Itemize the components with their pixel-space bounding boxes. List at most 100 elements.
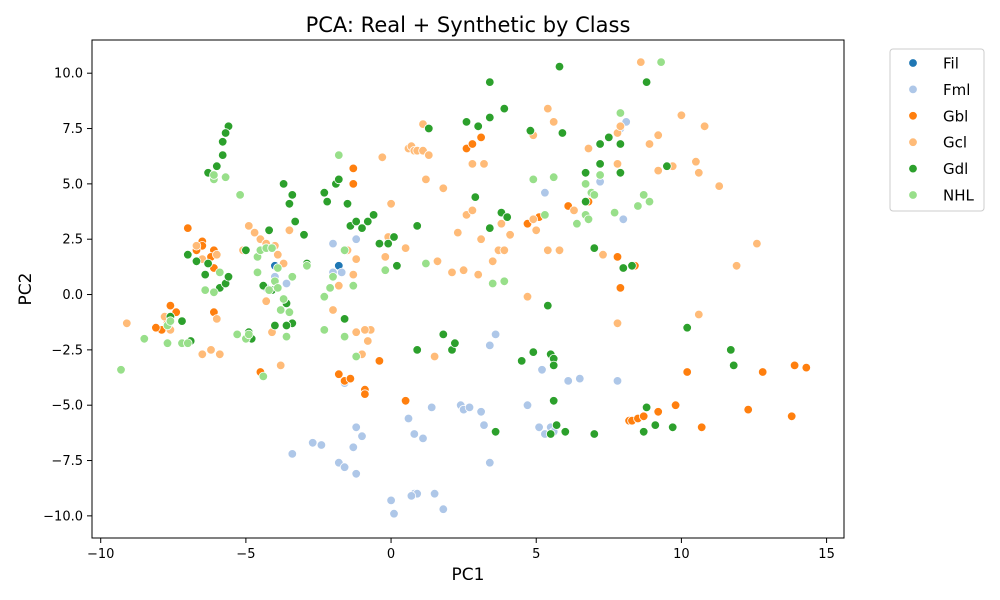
point-gdl-59 [502, 212, 512, 222]
point-nhl-38 [319, 325, 330, 335]
series-gdl [165, 61, 739, 439]
legend-label: Gcl [943, 134, 967, 152]
point-gcl-51 [473, 269, 483, 280]
point-fml-44 [537, 365, 547, 375]
x-tick-label: −5 [236, 547, 255, 562]
point-gbl-20 [400, 396, 411, 406]
point-gcl-61 [429, 351, 440, 362]
point-gcl-77 [636, 57, 646, 67]
legend-marker [908, 111, 918, 121]
points-layer [116, 57, 812, 519]
point-nhl-34 [339, 245, 350, 256]
y-axis-label: PC2 [16, 273, 36, 306]
point-fml-11 [357, 431, 367, 441]
point-nhl-58 [644, 196, 655, 207]
point-gcl-86 [694, 309, 704, 320]
point-gcl-27 [351, 327, 361, 337]
point-gdl-77 [528, 347, 539, 357]
point-nhl-48 [549, 172, 559, 182]
point-gdl-93 [650, 420, 661, 430]
y-tick-label: −10.0 [43, 509, 83, 524]
point-gdl-91 [641, 402, 652, 413]
point-gcl-22 [328, 305, 338, 315]
point-fml-21 [418, 433, 428, 444]
point-gdl-44 [270, 320, 280, 331]
chart-title: PCA: Real + Synthetic by Class [306, 13, 631, 37]
point-gdl-19 [264, 225, 274, 236]
point-gcl-8 [191, 241, 202, 251]
point-gcl-83 [691, 156, 701, 167]
point-gcl-85 [714, 181, 724, 191]
point-fml-1 [281, 278, 292, 289]
point-gdl-30 [342, 199, 353, 209]
point-gdl-50 [424, 123, 434, 134]
point-gcl-18 [284, 225, 295, 236]
legend-marker [908, 137, 918, 147]
point-fml-39 [522, 400, 533, 410]
point-gdl-9 [183, 249, 193, 260]
point-nhl-55 [615, 108, 626, 118]
point-gbl-30 [612, 252, 623, 262]
point-gdl-72 [412, 345, 422, 355]
legend-label: Gbl [943, 107, 968, 125]
point-nhl-32 [302, 261, 312, 271]
legend-item-fil: Fil [908, 55, 959, 73]
point-gbl-25 [476, 132, 486, 143]
point-gdl-21 [287, 190, 298, 200]
point-gdl-94 [668, 422, 678, 433]
point-fml-7 [351, 234, 361, 244]
point-fml-20 [409, 429, 420, 439]
point-gdl-54 [485, 112, 495, 123]
point-gcl-45 [400, 243, 411, 253]
point-nhl-33 [334, 150, 344, 160]
point-gbl-14 [334, 369, 344, 379]
point-gcl-16 [273, 249, 283, 260]
point-fml-25 [406, 491, 417, 501]
point-nhl-57 [639, 190, 649, 200]
point-nhl-10 [235, 190, 245, 200]
point-nhl-54 [609, 207, 620, 218]
point-fml-16 [316, 440, 327, 450]
point-fml-47 [612, 376, 623, 386]
point-gdl-3 [217, 150, 228, 160]
point-gcl-43 [421, 174, 431, 185]
point-gdl-1 [220, 128, 231, 138]
point-gdl-97 [729, 360, 739, 371]
point-gcl-56 [488, 256, 498, 267]
legend-item-nhl: NHL [908, 187, 975, 205]
point-gdl-76 [517, 356, 527, 366]
point-gcl-35 [377, 152, 388, 163]
point-gdl-32 [351, 216, 361, 227]
point-fml-10 [351, 422, 361, 433]
point-gcl-21 [261, 296, 271, 306]
point-nhl-9 [220, 172, 231, 182]
point-fml-26 [429, 489, 440, 499]
point-nhl-1 [139, 334, 150, 344]
point-nhl-29 [287, 272, 298, 282]
point-fml-18 [287, 449, 298, 459]
point-gcl-20 [276, 360, 286, 371]
point-nhl-56 [633, 201, 643, 211]
point-gcl-29 [363, 336, 373, 346]
point-fml-49 [618, 214, 629, 225]
point-nhl-30 [281, 331, 292, 342]
point-fml-17 [308, 438, 318, 448]
point-gcl-82 [676, 110, 687, 121]
point-gcl-89 [694, 168, 704, 178]
point-gdl-11 [203, 258, 213, 269]
point-gdl-86 [589, 429, 600, 439]
point-gdl-2 [217, 137, 228, 147]
point-gcl-50 [467, 205, 478, 216]
point-gdl-10 [191, 256, 202, 267]
point-gdl-61 [554, 61, 565, 72]
point-gcl-42 [424, 150, 434, 160]
point-gdl-63 [580, 168, 591, 178]
point-gdl-49 [339, 314, 350, 324]
point-nhl-8 [209, 170, 219, 180]
legend-marker [908, 163, 918, 174]
point-gcl-84 [699, 121, 710, 132]
point-gcl-23 [334, 281, 344, 291]
x-tick-label: 0 [387, 547, 395, 562]
point-gdl-60 [525, 125, 536, 136]
point-gdl-55 [499, 103, 510, 114]
